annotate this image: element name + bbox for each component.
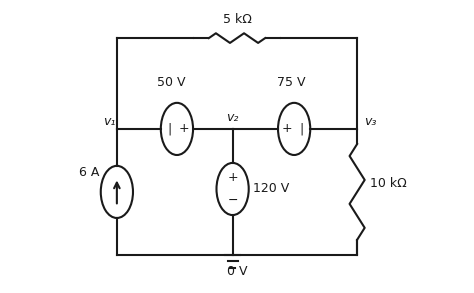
Text: v₁: v₁ [103, 115, 115, 128]
Text: 120 V: 120 V [253, 183, 289, 195]
Text: |: | [299, 122, 303, 135]
Text: 5 kΩ: 5 kΩ [223, 13, 251, 25]
Text: 75 V: 75 V [277, 76, 305, 88]
Text: |: | [167, 122, 172, 135]
Text: 6 A: 6 A [79, 166, 99, 179]
Text: +: + [282, 122, 292, 135]
Text: +: + [179, 122, 190, 135]
Text: v₂: v₂ [227, 111, 239, 124]
Text: −: − [228, 194, 238, 207]
Text: v₃: v₃ [365, 115, 377, 128]
Text: 50 V: 50 V [157, 76, 185, 88]
Text: 10 kΩ: 10 kΩ [370, 177, 407, 190]
Text: +: + [228, 171, 238, 184]
Text: 0 V: 0 V [227, 265, 247, 277]
